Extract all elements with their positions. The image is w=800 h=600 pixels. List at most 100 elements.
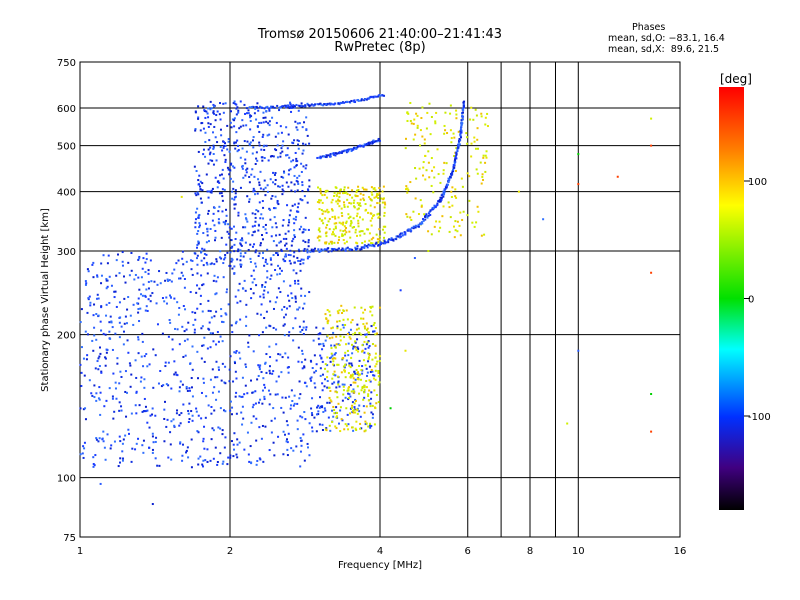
data-point: [181, 459, 184, 462]
data-point: [369, 197, 372, 200]
data-point: [207, 240, 210, 243]
data-point: [357, 327, 360, 330]
data-point: [252, 231, 255, 234]
data-point: [146, 309, 149, 312]
data-point: [272, 326, 275, 329]
data-point: [337, 381, 340, 384]
data-point: [367, 395, 370, 398]
data-point: [243, 279, 246, 282]
data-point: [373, 245, 376, 248]
data-point: [321, 194, 324, 197]
data-point: [185, 387, 188, 390]
data-point: [297, 143, 300, 146]
data-point: [236, 250, 239, 253]
data-point: [219, 335, 222, 338]
data-point: [296, 210, 299, 213]
data-point: [284, 313, 287, 316]
data-point: [354, 194, 357, 197]
data-point: [351, 248, 354, 251]
data-point: [246, 392, 249, 395]
data-point: [352, 411, 355, 414]
data-point: [293, 251, 296, 254]
data-point: [98, 355, 101, 358]
data-point: [216, 186, 219, 189]
data-point: [161, 332, 164, 335]
data-point: [216, 463, 219, 466]
data-point: [364, 364, 367, 367]
data-point: [433, 166, 436, 169]
data-point: [303, 411, 306, 414]
data-point: [360, 333, 363, 336]
data-point: [213, 409, 216, 412]
data-point: [250, 106, 253, 109]
data-point: [354, 372, 357, 375]
data-point: [353, 99, 356, 102]
data-point: [353, 406, 356, 409]
data-point: [137, 308, 140, 311]
data-point: [104, 356, 107, 359]
data-point: [432, 206, 435, 209]
data-point: [246, 140, 249, 143]
data-point: [256, 378, 259, 381]
data-point: [342, 357, 345, 360]
data-point: [290, 160, 293, 163]
data-point: [308, 142, 311, 145]
data-point: [264, 186, 267, 189]
data-point: [229, 163, 232, 166]
data-point: [235, 113, 238, 116]
data-point: [337, 402, 340, 405]
data-point: [280, 371, 283, 374]
data-point: [197, 193, 200, 196]
x-axis-label: Frequency [MHz]: [338, 560, 422, 571]
data-point: [321, 405, 324, 408]
data-point: [348, 331, 351, 334]
data-point: [476, 205, 479, 208]
data-point: [334, 217, 337, 220]
data-point: [304, 167, 307, 170]
data-point: [299, 415, 302, 418]
data-point: [98, 437, 101, 440]
data-point: [215, 398, 218, 401]
data-point: [334, 152, 337, 155]
data-point: [430, 184, 433, 187]
data-point: [241, 239, 244, 242]
data-point: [321, 219, 324, 222]
data-point: [249, 128, 252, 131]
data-point: [204, 140, 207, 143]
data-point: [299, 393, 302, 396]
data-point: [360, 248, 363, 251]
data-point: [144, 271, 147, 274]
data-point: [482, 154, 485, 157]
data-point: [244, 162, 247, 165]
data-point: [211, 368, 214, 371]
data-point: [105, 314, 108, 317]
data-point: [324, 363, 327, 366]
data-point: [482, 156, 485, 159]
data-point: [121, 442, 124, 445]
data-point: [97, 314, 100, 317]
data-point: [298, 104, 301, 107]
data-point: [254, 193, 257, 196]
data-point: [369, 402, 372, 405]
data-point: [180, 271, 183, 274]
data-point: [226, 124, 229, 127]
data-point: [332, 153, 335, 156]
data-point: [244, 174, 247, 177]
data-point: [238, 282, 241, 285]
data-point: [157, 382, 160, 385]
data-point: [116, 253, 119, 256]
data-point: [287, 105, 290, 108]
data-point: [262, 145, 265, 148]
data-point: [245, 168, 248, 171]
y-tick-label: 600: [57, 104, 76, 115]
data-point: [337, 343, 340, 346]
data-point: [364, 143, 367, 146]
data-point: [207, 122, 210, 125]
data-point: [222, 102, 225, 105]
data-point: [227, 303, 230, 306]
data-point: [335, 427, 338, 430]
data-point: [158, 464, 161, 467]
data-point: [215, 360, 218, 363]
data-point: [286, 438, 289, 441]
data-point: [199, 188, 202, 191]
